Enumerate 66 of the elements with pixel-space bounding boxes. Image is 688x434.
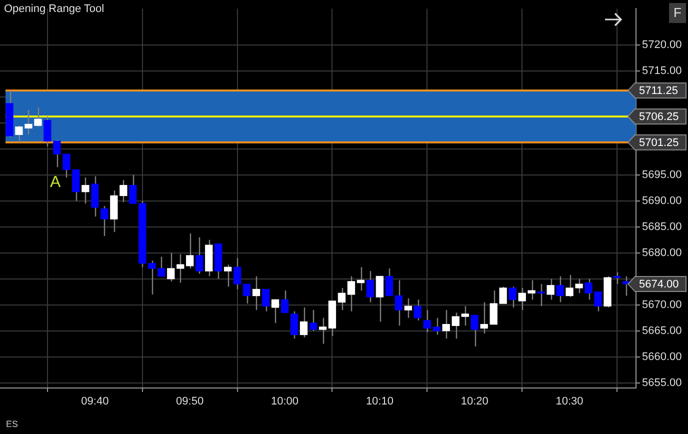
- y-tick-label: 5715.00: [642, 65, 682, 77]
- candlestick: [100, 205, 108, 237]
- candlestick: [613, 272, 621, 285]
- x-tick-label: 10:30: [556, 396, 584, 408]
- x-tick-label: 10:10: [366, 396, 394, 408]
- y-tick-label: 5720.00: [642, 39, 682, 52]
- candlestick: [252, 276, 260, 311]
- candlestick: [148, 260, 156, 296]
- candlestick: [537, 283, 545, 307]
- candlestick: [404, 298, 412, 318]
- candlestick: [300, 306, 308, 338]
- y-tick-label: 5665.00: [642, 324, 682, 337]
- candlestick: [394, 280, 403, 326]
- candlestick: [318, 317, 327, 344]
- candlestick: [385, 268, 393, 296]
- candlestick: [309, 309, 318, 332]
- candlestick: [271, 299, 280, 324]
- candlestick: [262, 288, 270, 312]
- candlestick: [452, 312, 460, 340]
- candlestick: [224, 264, 232, 288]
- ref-line-label: 5701.25: [639, 136, 679, 149]
- candlestick: [167, 252, 175, 282]
- candlestick: [376, 276, 384, 322]
- text: ES: [6, 419, 18, 429]
- candlestick: [129, 174, 137, 204]
- candlestick: [414, 299, 422, 322]
- text: 5674.00: [639, 278, 679, 291]
- y-tick-label: 5660.00: [642, 350, 682, 363]
- candlestick: [470, 314, 478, 348]
- y-tick-label: 5670.00: [642, 298, 682, 311]
- candlestick: [461, 306, 469, 326]
- x-tick-label: 10:00: [271, 396, 299, 408]
- candlestick: [158, 256, 166, 277]
- x-tick-label: 10:20: [460, 396, 488, 408]
- ref-line-label: 5706.25: [639, 110, 679, 123]
- candlestick: [556, 276, 564, 303]
- candlestick: [196, 236, 204, 274]
- candlestick: [290, 310, 298, 340]
- candlestick: [546, 278, 554, 300]
- candlestick: [356, 266, 365, 292]
- x-tick-label: 09:40: [81, 396, 109, 408]
- ref-line-label: 5711.25: [639, 84, 678, 97]
- candlestick: [423, 309, 431, 333]
- candlestick: [176, 254, 184, 284]
- candlestick: [120, 180, 128, 203]
- candlestick: [82, 176, 90, 204]
- candlestick: [242, 283, 251, 304]
- candlestick: [233, 257, 242, 290]
- y-tick-label: 5695.00: [642, 168, 682, 181]
- candlestick: [432, 317, 440, 336]
- candlestick: [508, 286, 516, 308]
- chart-title: Opening Range Tool: [4, 3, 104, 15]
- candlestick: [442, 309, 450, 340]
- candlestick: [480, 302, 488, 334]
- text: F: [669, 3, 686, 23]
- candlestick: [280, 290, 289, 314]
- candlestick: [366, 270, 374, 303]
- candlestick: [347, 276, 356, 312]
- candlestick: [338, 287, 346, 311]
- y-tick-label: 5680.00: [642, 246, 682, 259]
- y-tick-label: 5690.00: [642, 194, 682, 207]
- candlestick: [186, 232, 194, 270]
- y-tick-label: 5655.00: [642, 376, 682, 389]
- x-tick-label: 09:50: [176, 396, 204, 408]
- annotation: A: [50, 174, 61, 192]
- y-tick-label: 5685.00: [642, 220, 682, 233]
